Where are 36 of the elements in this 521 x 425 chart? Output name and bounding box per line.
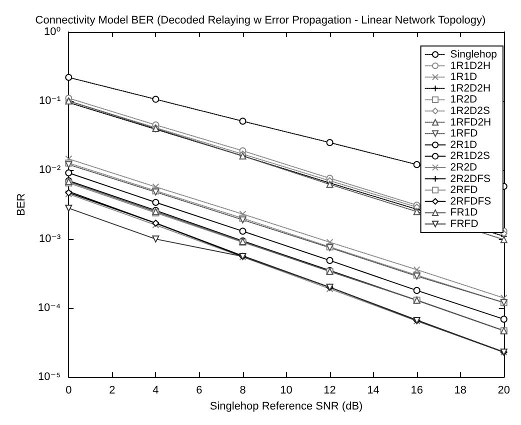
x-tick-label: 14 <box>367 384 380 397</box>
x-tick-label: 20 <box>498 384 510 397</box>
y-tick-label: 10⁰ <box>44 26 62 38</box>
x-tick-label: 8 <box>240 384 246 397</box>
legend-label: 2R2D <box>450 162 478 174</box>
y-tick-label: 10⁻⁴ <box>38 302 61 314</box>
legend-label: Singlehop <box>450 48 498 60</box>
legend-label: FRFD <box>450 218 479 230</box>
y-axis-title: BER <box>16 193 28 216</box>
legend-label: 1R2D2H <box>450 82 491 94</box>
x-axis-title: Singlehop Reference SNR (dB) <box>210 400 363 412</box>
legend-label: 1RFD <box>450 128 478 140</box>
legend-label: 2R1D <box>450 138 478 151</box>
y-tick-label: 10⁻² <box>38 164 61 176</box>
legend-label: 2RFD <box>450 184 478 196</box>
legend-label: 2R2DFS <box>450 172 491 185</box>
x-tick-label: 6 <box>196 384 202 397</box>
x-tick-label: 10 <box>280 384 292 397</box>
legend-label: 1R1D <box>450 71 478 84</box>
x-tick-label: 4 <box>152 384 159 397</box>
x-tick-label: 12 <box>324 384 336 397</box>
y-tick-label: 10⁻³ <box>38 233 61 246</box>
legend-label: 1RFD2H <box>450 116 492 128</box>
legend-label: 1R2D <box>450 94 478 106</box>
y-tick-label: 10⁻¹ <box>38 95 61 108</box>
chart-title: Connectivity Model BER (Decoded Relaying w Error Propagation - Linear Network Topology) <box>35 14 486 26</box>
legend-label: FR1D <box>450 206 478 219</box>
legend-label: 2R1D2S <box>450 150 490 162</box>
x-tick-label: 0 <box>66 384 72 397</box>
x-tick-label: 18 <box>454 384 466 397</box>
x-tick-label: 2 <box>109 384 116 397</box>
legend-label: 2RFDFS <box>450 195 492 208</box>
legend-label: 1R2D2S <box>450 105 490 117</box>
y-tick-label: 10⁻⁵ <box>38 371 61 384</box>
x-tick-label: 16 <box>410 384 423 397</box>
legend-label: 1R1D2H <box>450 60 491 72</box>
